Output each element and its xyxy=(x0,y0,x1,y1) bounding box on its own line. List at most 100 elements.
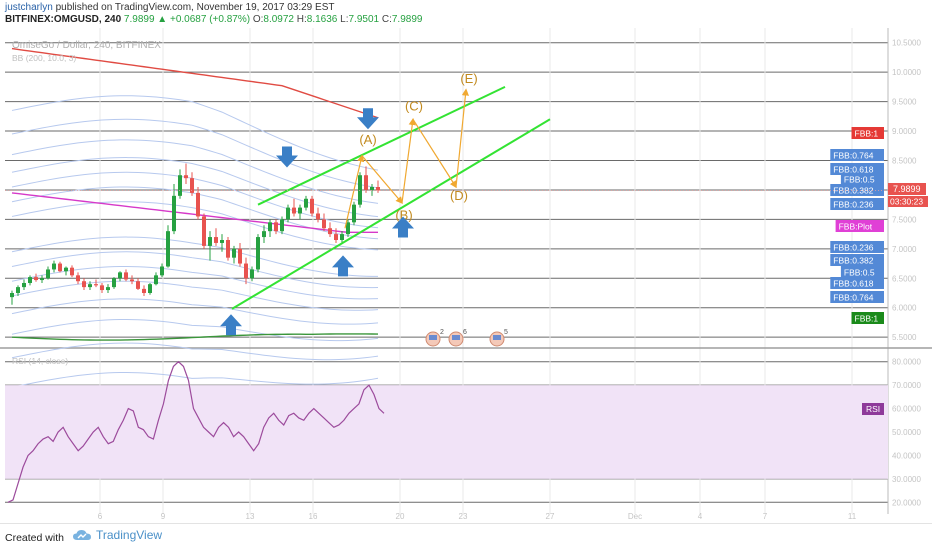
candle-body xyxy=(88,284,92,288)
candle-body xyxy=(328,228,332,235)
chart-canvas[interactable]: (A) (B) (C) (D) (E) 2 6 5 10.5000 10.0000 9.5000… xyxy=(0,28,932,523)
candle-body xyxy=(214,237,218,243)
candle-body xyxy=(322,219,326,229)
wave-segment xyxy=(401,117,416,203)
bollinger-band-line xyxy=(11,280,379,311)
candle-body xyxy=(178,175,182,196)
event-flag-canton xyxy=(429,335,437,340)
last-price-tag xyxy=(888,183,926,195)
candle-body xyxy=(142,288,146,293)
bollinger-band-line xyxy=(11,372,379,388)
symbol-label: BITFINEX:OMGUSD, 240 xyxy=(5,14,122,25)
up-arrow-icon xyxy=(392,216,414,238)
chart-header: justcharlyn published on TradingView.com… xyxy=(0,0,932,28)
chart-title: OmiseGo / Dollar, 240, BITFINEX xyxy=(12,40,161,51)
tradingview-brand[interactable]: TradingView xyxy=(72,528,162,542)
rsi-tick-label: 50.0000 xyxy=(892,428,921,437)
fib-level-label: FBB:0.236 xyxy=(833,200,873,210)
candle-body xyxy=(268,222,272,232)
candle-body xyxy=(274,222,278,232)
price-tick-label: 10.5000 xyxy=(892,39,921,48)
published-text: published on TradingView.com, November 1… xyxy=(55,2,335,13)
candle-body xyxy=(106,287,110,291)
bollinger-band-line xyxy=(11,236,379,277)
fib-level-label: FBB:1 xyxy=(855,129,879,139)
candle-body xyxy=(244,263,248,279)
bollinger-band-line xyxy=(11,298,379,325)
candle-body xyxy=(310,198,314,214)
countdown-tag xyxy=(888,196,928,207)
candle-body xyxy=(298,207,302,214)
candle-body xyxy=(82,281,86,288)
candle-body xyxy=(232,248,236,258)
wave-segment xyxy=(455,88,469,188)
candle-body xyxy=(166,231,170,267)
candle-body xyxy=(202,216,206,246)
bollinger-band-line xyxy=(11,118,379,189)
candle-body xyxy=(226,240,230,258)
fib-level-tag xyxy=(835,220,884,232)
price-tick-label: 6.5000 xyxy=(892,274,917,283)
candle-body xyxy=(154,275,158,285)
candle-body xyxy=(208,237,212,246)
close-label: C: xyxy=(381,14,392,25)
ohlc-line: BITFINEX:OMGUSD, 240 7.9899 ▲ +0.0687 (+… xyxy=(5,14,422,26)
fib-level-tag xyxy=(830,291,884,303)
wave-label: (E) xyxy=(460,71,477,86)
candle-body xyxy=(358,175,362,205)
candle-body xyxy=(334,234,338,240)
candle-body xyxy=(286,207,290,220)
candle-body xyxy=(340,234,344,240)
created-with-text: Created with xyxy=(5,532,64,544)
open-label: O: xyxy=(252,14,264,25)
time-tick-label: 4 xyxy=(698,512,703,521)
candle-body xyxy=(190,178,194,193)
high-value: 8.1636 xyxy=(306,14,338,25)
tradingview-cloud-icon xyxy=(73,530,91,540)
fib-level-label: FBB:1 xyxy=(855,314,879,324)
fib-level-label: FBB:0.5 xyxy=(844,175,875,185)
basis-ma-line xyxy=(11,192,378,234)
price-tick-label: 10.0000 xyxy=(892,68,921,77)
candle-body xyxy=(256,237,260,270)
candle-body xyxy=(352,204,356,223)
rsi-tick-label: 60.0000 xyxy=(892,405,921,414)
candle-body xyxy=(52,263,56,270)
candle-body xyxy=(100,285,104,291)
candle-body xyxy=(118,272,122,279)
rsi-pane xyxy=(5,360,888,503)
lower-trendline xyxy=(231,118,551,310)
footer: Created with TradingView xyxy=(0,523,932,550)
candle-body xyxy=(250,269,254,279)
wave-segment xyxy=(361,155,403,204)
brand-name: TradingView xyxy=(96,528,163,542)
low-label: L: xyxy=(340,14,349,25)
time-tick-label: 7 xyxy=(763,512,768,521)
publish-line: justcharlyn published on TradingView.com… xyxy=(5,2,334,14)
signal-arrows xyxy=(220,108,414,336)
candle-body xyxy=(34,277,38,281)
wave-segment xyxy=(344,154,365,229)
author-link[interactable]: justcharlyn xyxy=(5,2,53,13)
countdown-value: 03:30:23 xyxy=(890,197,923,207)
rsi-band xyxy=(5,385,888,479)
candle-body xyxy=(10,293,14,298)
time-tick-label: 23 xyxy=(459,512,468,521)
event-flag-canton xyxy=(452,335,460,340)
time-tick-label: 16 xyxy=(309,512,318,521)
candle-body xyxy=(94,284,98,286)
fib-level-tag xyxy=(830,277,884,289)
wave-label: (B) xyxy=(395,207,412,222)
down-arrow-icon xyxy=(357,108,379,130)
high-label: H: xyxy=(296,14,307,25)
candle-body xyxy=(148,284,152,293)
rsi-tick-label: 40.0000 xyxy=(892,451,921,460)
candle-body xyxy=(136,281,140,289)
fib-level-label: FBB:0.236 xyxy=(833,243,873,253)
last-price-value: 7.9899 xyxy=(893,184,921,194)
price-tick-label: 9.0000 xyxy=(892,127,917,136)
event-count: 2 xyxy=(440,329,444,336)
candle-body xyxy=(238,248,242,264)
up-arrow-icon xyxy=(220,314,242,336)
rsi-tick-label: 70.0000 xyxy=(892,381,921,390)
